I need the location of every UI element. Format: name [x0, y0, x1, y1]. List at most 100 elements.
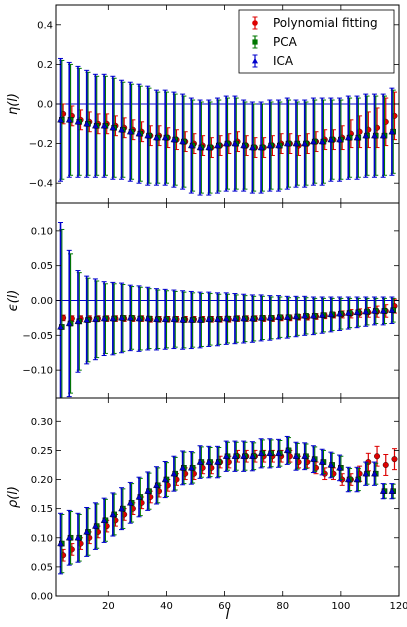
- data-point: [205, 315, 213, 322]
- data-point: [170, 470, 178, 477]
- plot-area: [57, 222, 398, 398]
- data-point: [179, 137, 186, 145]
- data-point: [266, 449, 274, 456]
- data-point: [179, 316, 186, 323]
- data-point: [353, 475, 361, 483]
- y-axis-label: ϵ(l): [6, 290, 21, 312]
- panel-1: −0.4−0.20.00.20.4η(l)Polynomial fittingP…: [6, 4, 400, 204]
- data-point: [74, 317, 82, 324]
- data-point: [92, 122, 99, 129]
- data-point: [240, 314, 247, 322]
- y-tick-label: −0.10: [22, 366, 53, 377]
- series-ica: [57, 57, 396, 196]
- data-point: [301, 312, 309, 319]
- legend: Polynomial fitting PCA ICA: [238, 9, 395, 74]
- data-point: [344, 134, 352, 141]
- data-point: [327, 310, 335, 318]
- data-point: [214, 458, 221, 465]
- data-point: [388, 306, 396, 313]
- data-point: [205, 143, 213, 151]
- data-point: [109, 124, 117, 131]
- data-point: [379, 487, 387, 494]
- data-point: [100, 122, 108, 129]
- series-pca: [59, 59, 396, 194]
- data-point: [118, 314, 125, 321]
- data-point: [179, 464, 186, 471]
- data-point: [214, 315, 221, 322]
- data-point: [135, 314, 143, 322]
- data-point: [135, 493, 143, 500]
- data-point: [292, 312, 300, 320]
- data-point: [135, 130, 143, 137]
- data-point: [283, 139, 291, 147]
- data-point: [327, 136, 335, 143]
- data-point: [118, 505, 125, 512]
- data-point: [275, 141, 282, 149]
- panel-2: −0.10 −0.05 0.00 0.05 0.10 ϵ(l): [6, 202, 400, 399]
- data-point: [257, 314, 265, 321]
- data-point: [379, 132, 387, 139]
- data-point: [266, 314, 274, 321]
- data-point: [187, 464, 195, 471]
- data-point: [362, 470, 370, 477]
- y-tick-label: 0.00: [31, 296, 53, 307]
- x-tick-label: 80: [276, 601, 289, 612]
- y-tick-label: −0.2: [29, 139, 53, 150]
- data-point: [379, 307, 387, 314]
- series-polynomial-fitting: [60, 91, 398, 158]
- data-point: [310, 312, 317, 319]
- data-point: [327, 461, 335, 468]
- data-point: [161, 475, 169, 483]
- data-point: [283, 313, 291, 320]
- legend-label: ICA: [273, 54, 294, 68]
- y-tick-label: −0.05: [22, 331, 53, 342]
- y-tick-label: 0.20: [31, 475, 53, 486]
- data-point: [240, 141, 247, 149]
- legend-marker: [252, 39, 258, 45]
- data-point: [336, 464, 343, 471]
- y-axis-label: η(l): [6, 93, 21, 115]
- x-tick-label: 20: [102, 601, 115, 612]
- data-point: [371, 307, 378, 314]
- data-point: [83, 316, 91, 323]
- data-point: [344, 309, 352, 316]
- data-point: [257, 143, 265, 151]
- data-point: [249, 452, 256, 459]
- data-point: [310, 455, 317, 462]
- data-point: [362, 308, 370, 315]
- y-tick-label: 0.0: [37, 100, 53, 111]
- data-point: [83, 120, 91, 127]
- data-point: [283, 446, 291, 454]
- data-point: [275, 449, 282, 456]
- data-point: [196, 458, 204, 465]
- data-point: [275, 313, 282, 320]
- data-point: [292, 452, 300, 459]
- legend-label: Polynomial fitting: [273, 16, 378, 30]
- y-tick-label: 0.05: [31, 562, 53, 573]
- plot-area: [57, 435, 398, 575]
- data-point: [126, 128, 134, 135]
- x-tick-label: 120: [389, 601, 407, 612]
- data-point: [118, 126, 125, 133]
- data-point: [336, 310, 343, 317]
- data-point: [170, 136, 178, 143]
- data-point: [144, 314, 152, 322]
- data-point: [187, 316, 195, 323]
- data-point: [144, 487, 152, 494]
- y-tick-label: 0.30: [31, 417, 53, 428]
- data-point: [231, 314, 239, 322]
- data-point: [205, 458, 213, 465]
- data-point: [92, 315, 99, 322]
- axes-frame: [55, 397, 400, 597]
- x-tick-label: 40: [160, 601, 173, 612]
- data-point: [231, 139, 239, 147]
- data-point: [374, 453, 381, 460]
- data-point: [257, 449, 265, 456]
- data-point: [74, 118, 82, 125]
- data-point: [353, 308, 361, 315]
- data-point: [310, 137, 317, 145]
- data-point: [187, 141, 195, 149]
- data-point: [362, 132, 370, 139]
- data-point: [92, 522, 99, 529]
- data-point: [301, 452, 309, 459]
